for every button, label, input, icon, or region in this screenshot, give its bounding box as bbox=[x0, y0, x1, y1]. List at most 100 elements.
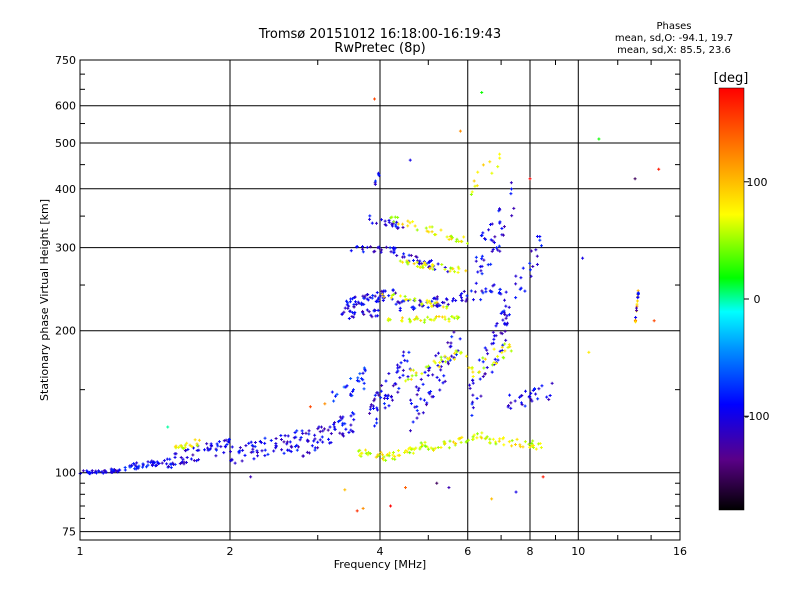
data-point bbox=[549, 394, 551, 398]
data-point bbox=[447, 357, 449, 361]
data-point bbox=[252, 444, 254, 448]
data-point bbox=[481, 272, 483, 276]
data-point bbox=[406, 298, 408, 302]
data-point bbox=[509, 345, 511, 349]
data-point bbox=[522, 266, 524, 270]
data-point bbox=[135, 467, 137, 471]
data-point bbox=[382, 299, 384, 303]
data-point bbox=[248, 441, 250, 445]
data-point bbox=[363, 387, 365, 391]
data-point bbox=[478, 358, 480, 362]
data-point bbox=[439, 388, 441, 392]
colorbar-tick-label: -100 bbox=[745, 410, 770, 423]
data-point bbox=[374, 294, 376, 298]
data-point bbox=[377, 171, 379, 175]
data-point bbox=[508, 343, 510, 347]
data-point bbox=[142, 465, 144, 469]
data-point bbox=[493, 337, 495, 341]
data-point bbox=[519, 287, 521, 291]
data-point bbox=[449, 358, 451, 362]
data-point bbox=[486, 348, 488, 352]
data-point bbox=[435, 315, 437, 319]
data-point bbox=[352, 388, 354, 392]
data-point bbox=[489, 440, 491, 444]
y-tick-label: 400 bbox=[55, 183, 76, 196]
data-point bbox=[452, 297, 454, 301]
data-point bbox=[186, 441, 188, 445]
data-point bbox=[362, 506, 364, 510]
data-point bbox=[423, 398, 425, 402]
data-point bbox=[414, 299, 416, 303]
data-point bbox=[288, 448, 290, 452]
data-point bbox=[196, 444, 198, 448]
data-point bbox=[296, 443, 298, 447]
data-point bbox=[427, 305, 429, 309]
data-point bbox=[449, 269, 451, 273]
data-point bbox=[501, 226, 503, 230]
data-point bbox=[363, 296, 365, 300]
data-point bbox=[388, 317, 390, 321]
data-point bbox=[294, 445, 296, 449]
data-point bbox=[485, 436, 487, 440]
data-point bbox=[154, 464, 156, 468]
data-point bbox=[460, 239, 462, 243]
data-point bbox=[373, 406, 375, 410]
data-point bbox=[455, 353, 457, 357]
data-point bbox=[515, 282, 517, 286]
data-point bbox=[510, 349, 512, 353]
data-point bbox=[175, 446, 177, 450]
data-point bbox=[495, 334, 497, 338]
data-point bbox=[389, 246, 391, 250]
data-point bbox=[319, 430, 321, 434]
data-point bbox=[384, 223, 386, 227]
data-point bbox=[134, 463, 136, 467]
data-point bbox=[415, 446, 417, 450]
data-point bbox=[450, 234, 452, 238]
data-point bbox=[308, 451, 310, 455]
data-point bbox=[218, 440, 220, 444]
data-point bbox=[485, 290, 487, 294]
data-point bbox=[343, 310, 345, 314]
data-point bbox=[503, 309, 505, 313]
data-point bbox=[466, 297, 468, 301]
data-point bbox=[399, 259, 401, 263]
data-point bbox=[404, 486, 406, 490]
data-point bbox=[314, 446, 316, 450]
data-point bbox=[436, 481, 438, 485]
data-point bbox=[286, 448, 288, 452]
data-point bbox=[401, 316, 403, 320]
data-point bbox=[377, 308, 379, 312]
data-point bbox=[395, 223, 397, 227]
data-point bbox=[182, 457, 184, 461]
data-point bbox=[496, 361, 498, 365]
data-point bbox=[481, 234, 483, 238]
data-point bbox=[636, 302, 638, 306]
data-point bbox=[280, 434, 282, 438]
data-point bbox=[426, 301, 428, 305]
data-point bbox=[390, 250, 392, 254]
data-point bbox=[443, 301, 445, 305]
data-point bbox=[223, 451, 225, 455]
data-point bbox=[511, 214, 513, 218]
data-point bbox=[428, 265, 430, 269]
data-point bbox=[391, 222, 393, 226]
data-point bbox=[502, 343, 504, 347]
data-point bbox=[82, 469, 84, 473]
data-point bbox=[472, 379, 474, 383]
data-point bbox=[191, 444, 193, 448]
data-point bbox=[481, 254, 483, 258]
data-point bbox=[471, 365, 473, 369]
data-point bbox=[190, 457, 192, 461]
data-point bbox=[440, 228, 442, 232]
data-point bbox=[441, 315, 443, 319]
data-point bbox=[435, 304, 437, 308]
data-point bbox=[319, 438, 321, 442]
data-point bbox=[353, 312, 355, 316]
data-point bbox=[152, 460, 154, 464]
data-point bbox=[382, 294, 384, 298]
data-point bbox=[416, 405, 418, 409]
data-point bbox=[437, 364, 439, 368]
data-point bbox=[351, 315, 353, 319]
data-point bbox=[377, 300, 379, 304]
data-point bbox=[442, 381, 444, 385]
